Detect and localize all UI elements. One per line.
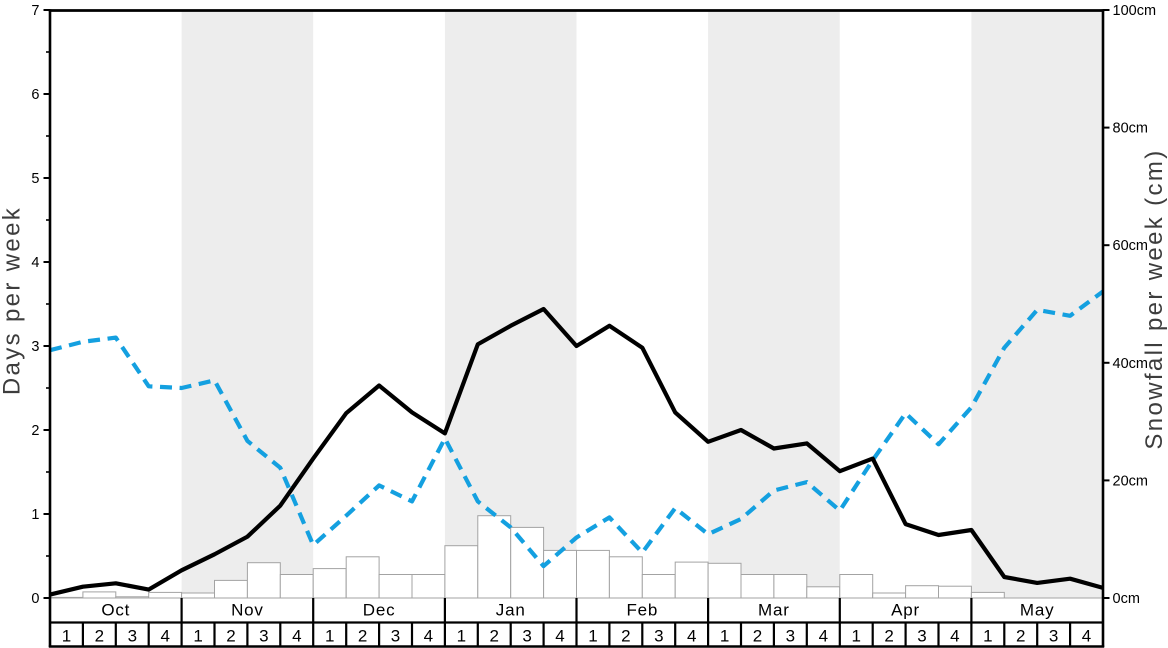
svg-text:Nov: Nov (231, 600, 264, 619)
svg-text:4: 4 (819, 626, 828, 645)
svg-text:100cm: 100cm (1113, 3, 1157, 19)
svg-text:2: 2 (1016, 626, 1025, 645)
svg-text:1: 1 (325, 626, 334, 645)
svg-text:May: May (1020, 600, 1055, 619)
svg-text:2: 2 (753, 626, 762, 645)
svg-text:1: 1 (851, 626, 860, 645)
svg-text:7: 7 (31, 3, 39, 19)
svg-text:5: 5 (31, 171, 39, 187)
svg-text:1: 1 (588, 626, 597, 645)
svg-text:1: 1 (457, 626, 466, 645)
svg-text:3: 3 (1049, 626, 1058, 645)
svg-text:3: 3 (917, 626, 926, 645)
svg-text:1: 1 (983, 626, 992, 645)
svg-text:1: 1 (62, 626, 71, 645)
svg-text:3: 3 (522, 626, 531, 645)
svg-text:Jan: Jan (496, 600, 526, 619)
svg-text:3: 3 (391, 626, 400, 645)
svg-text:2: 2 (95, 626, 104, 645)
svg-text:4: 4 (1082, 626, 1091, 645)
svg-text:3: 3 (31, 339, 39, 355)
svg-text:1: 1 (193, 626, 202, 645)
svg-text:2: 2 (226, 626, 235, 645)
svg-text:4: 4 (687, 626, 696, 645)
svg-text:2: 2 (358, 626, 367, 645)
svg-text:1: 1 (720, 626, 729, 645)
svg-text:20cm: 20cm (1113, 473, 1148, 489)
svg-text:80cm: 80cm (1113, 121, 1148, 137)
svg-text:Feb: Feb (626, 600, 658, 619)
svg-text:4: 4 (160, 626, 169, 645)
svg-text:Apr: Apr (891, 600, 920, 619)
svg-text:0cm: 0cm (1113, 591, 1140, 607)
svg-text:2: 2 (489, 626, 498, 645)
svg-text:4: 4 (555, 626, 564, 645)
svg-text:Oct: Oct (101, 600, 130, 619)
svg-text:Days per week: Days per week (0, 206, 26, 395)
svg-text:3: 3 (786, 626, 795, 645)
svg-text:1: 1 (31, 507, 39, 523)
svg-text:3: 3 (654, 626, 663, 645)
svg-text:0: 0 (31, 591, 39, 607)
svg-text:Dec: Dec (363, 600, 396, 619)
svg-text:2: 2 (621, 626, 630, 645)
svg-text:60cm: 60cm (1113, 238, 1148, 254)
svg-text:40cm: 40cm (1113, 356, 1148, 372)
svg-text:4: 4 (950, 626, 959, 645)
svg-text:4: 4 (31, 255, 39, 271)
svg-text:Snowfall per week (cm): Snowfall per week (cm) (1141, 148, 1168, 449)
svg-text:2: 2 (884, 626, 893, 645)
svg-text:6: 6 (31, 87, 39, 103)
svg-text:Mar: Mar (758, 600, 790, 619)
svg-text:4: 4 (424, 626, 433, 645)
svg-text:4: 4 (292, 626, 301, 645)
svg-text:3: 3 (128, 626, 137, 645)
svg-text:2: 2 (31, 423, 39, 439)
svg-text:3: 3 (259, 626, 268, 645)
